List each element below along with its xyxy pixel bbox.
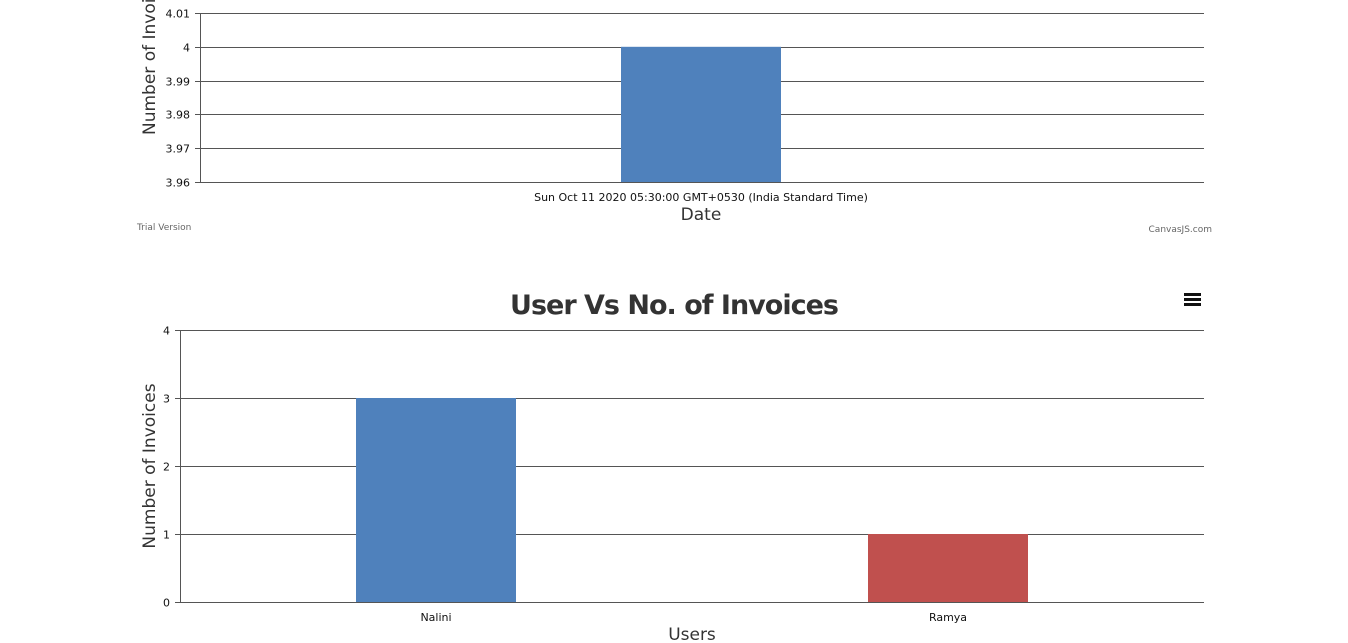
trial-version-text: Trial Version xyxy=(136,223,191,233)
hamburger-menu-icon[interactable] xyxy=(1178,287,1206,313)
menu-bar xyxy=(1183,298,1201,301)
bar[interactable] xyxy=(356,398,516,602)
y-tick-label: 3 xyxy=(163,393,170,406)
x-axis-title: Date xyxy=(681,205,722,225)
y-tick-label: 3.99 xyxy=(166,76,191,89)
y-tick-label: 0 xyxy=(163,597,170,610)
x-tick-label: Sun Oct 11 2020 05:30:00 GMT+0530 (India… xyxy=(534,191,868,204)
menu-bar xyxy=(1183,303,1201,306)
chart-title: User Vs No. of Invoices xyxy=(510,290,838,321)
x-tick-label: Ramya xyxy=(929,611,967,624)
y-tick-label: 4 xyxy=(163,325,170,338)
y-axis-title: Number of Invoices xyxy=(140,0,160,135)
y-tick-label: 1 xyxy=(163,529,170,542)
y-tick-label: 3.97 xyxy=(166,143,191,156)
menu-bar xyxy=(1183,293,1201,296)
canvasjs-credit-link[interactable]: CanvasJS.com xyxy=(1149,225,1212,235)
x-tick-label: Nalini xyxy=(420,611,451,624)
user-vs-invoices-chart: User Vs No. of Invoices 0 1 2 3 4 Nalini Ramy… xyxy=(140,290,1204,643)
invoices-by-date-chart: 3.96 3.97 3.98 3.99 4 4.01 Sun Oct 11 2020 05… xyxy=(136,0,1212,235)
y-tick-label: 4.01 xyxy=(166,8,191,21)
y-tick-label: 4 xyxy=(183,42,190,55)
bar[interactable] xyxy=(868,534,1028,602)
x-axis-title: Users xyxy=(668,625,716,643)
y-tick-label: 3.96 xyxy=(166,177,191,190)
y-axis-title: Number of Invoices xyxy=(140,383,160,548)
y-tick-label: 2 xyxy=(163,461,170,474)
y-tick-label: 3.98 xyxy=(166,109,191,122)
bar[interactable] xyxy=(621,46,781,182)
